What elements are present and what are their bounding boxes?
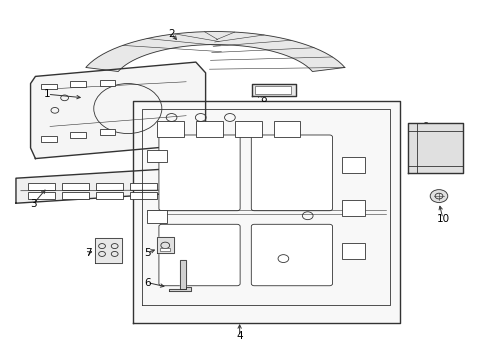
Text: 1: 1 <box>44 89 51 99</box>
Bar <box>70 81 86 87</box>
Bar <box>96 183 122 190</box>
Bar <box>100 129 115 135</box>
Bar <box>273 121 300 137</box>
Text: 10: 10 <box>435 213 448 224</box>
Text: 7: 7 <box>85 248 92 258</box>
Bar <box>147 150 166 162</box>
Text: 5: 5 <box>143 248 150 258</box>
Bar <box>341 200 365 216</box>
Bar <box>196 121 222 137</box>
Text: 9: 9 <box>421 122 428 132</box>
FancyBboxPatch shape <box>159 224 240 286</box>
Polygon shape <box>132 102 399 323</box>
Bar <box>41 84 57 89</box>
Text: 3: 3 <box>30 199 36 209</box>
Polygon shape <box>169 287 191 292</box>
Bar <box>234 121 261 137</box>
Text: 2: 2 <box>168 28 175 39</box>
Text: 6: 6 <box>143 278 150 288</box>
Polygon shape <box>16 167 191 203</box>
Bar <box>341 243 365 258</box>
Bar <box>147 210 166 223</box>
Bar <box>157 121 183 137</box>
Bar <box>130 183 157 190</box>
Bar <box>28 183 55 190</box>
FancyBboxPatch shape <box>159 135 240 211</box>
Polygon shape <box>30 62 205 158</box>
Bar <box>341 157 365 173</box>
FancyBboxPatch shape <box>251 224 332 286</box>
Bar <box>62 192 89 199</box>
Bar <box>62 183 89 190</box>
Text: 4: 4 <box>236 332 243 342</box>
Text: 8: 8 <box>260 94 267 104</box>
Bar <box>100 80 115 86</box>
Circle shape <box>429 190 447 203</box>
Polygon shape <box>157 237 174 253</box>
Bar <box>130 192 157 199</box>
Polygon shape <box>251 84 295 96</box>
FancyBboxPatch shape <box>251 135 332 211</box>
Polygon shape <box>407 123 462 173</box>
Polygon shape <box>86 32 344 72</box>
Polygon shape <box>180 260 186 289</box>
Polygon shape <box>95 238 122 263</box>
Bar <box>41 136 57 142</box>
Bar <box>70 132 86 138</box>
Bar <box>255 86 290 94</box>
Bar <box>160 248 170 251</box>
Bar <box>96 192 122 199</box>
Bar <box>28 192 55 199</box>
